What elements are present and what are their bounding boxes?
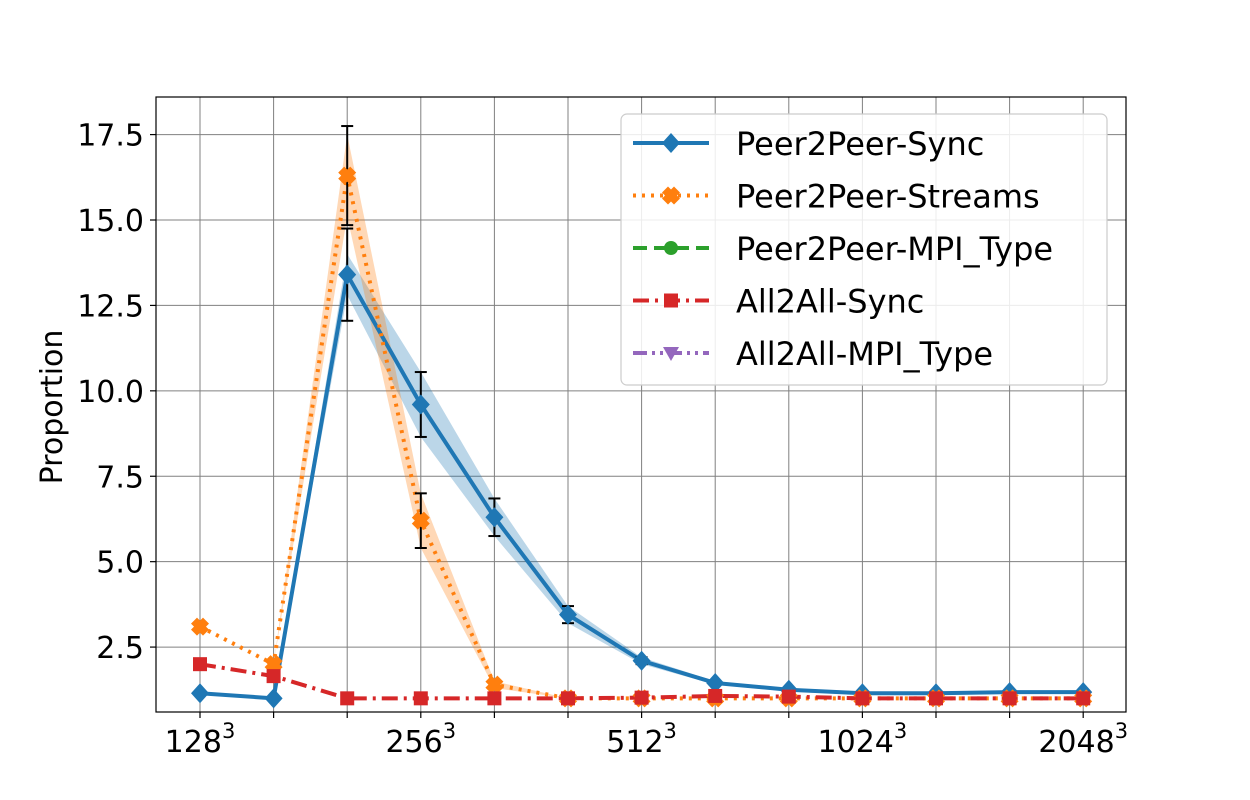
point-peer2peer-sync: [559, 604, 577, 625]
x-tick-label-base: 256: [385, 725, 442, 760]
y-tick-label: 5.0: [96, 546, 144, 581]
legend-label-all2all-sync: All2All-Sync: [736, 283, 924, 321]
point-all2all-sync: [413, 691, 428, 706]
legend-marker-all2all-sync: [664, 293, 678, 308]
point-peer2peer-streams: [191, 617, 209, 636]
x-tick-label-exponent: 3: [443, 719, 456, 743]
y-tick-label: 7.5: [96, 460, 144, 495]
point-peer2peer-sync: [411, 394, 430, 415]
point-peer2peer-streams: [485, 675, 504, 694]
point-peer2peer-streams: [338, 166, 357, 185]
point-peer2peer-sync: [485, 507, 504, 528]
y-tick-label: 17.5: [77, 119, 144, 154]
y-tick-label: 15.0: [77, 204, 144, 239]
point-all2all-sync: [340, 691, 355, 706]
x-tick-label-exponent: 3: [664, 719, 677, 743]
legend: Peer2Peer-Sync Peer2Peer-Streams Peer2Peer…: [620, 113, 1108, 386]
x-tick-label-base: 128: [165, 725, 222, 760]
legend-marker-peer2peer-mpi-type: [664, 241, 678, 255]
point-peer2peer-sync: [338, 264, 357, 285]
point-peer2peer-sync: [264, 688, 283, 709]
x-tick-label: 5123: [606, 719, 677, 760]
y-axis-title: Proportion: [35, 330, 70, 485]
point-all2all-sync: [1002, 691, 1017, 706]
point-peer2peer-streams: [411, 511, 430, 530]
series-markers: [191, 166, 1093, 709]
point-all2all-sync: [708, 688, 723, 703]
x-tick-label-base: 1024: [818, 725, 894, 760]
point-peer2peer-sync: [632, 650, 651, 671]
y-tick-label: 10.0: [77, 375, 144, 410]
x-tick-label-base: 512: [606, 725, 663, 760]
legend-marker-peer2peer-sync: [662, 133, 680, 153]
axis-ticks: 1283 2563 5123 10243 204832.55.07.510.012.51…: [77, 119, 1128, 760]
point-all2all-sync: [1076, 691, 1091, 706]
x-tick-label: 2563: [385, 719, 456, 760]
legend-label-all2all-mpi-type: All2All-MPI_Type: [736, 335, 993, 373]
legend-label-peer2peer-mpi-type: Peer2Peer-MPI_Type: [736, 230, 1053, 268]
point-all2all-sync: [781, 689, 796, 704]
point-peer2peer-sync: [191, 683, 209, 704]
point-all2all-sync: [561, 691, 575, 706]
point-all2all-sync: [855, 691, 870, 706]
x-tick-label-exponent: 3: [894, 719, 907, 743]
x-tick-label: 20483: [1038, 719, 1128, 760]
legend-marker-all2all-mpi-type: [663, 347, 679, 361]
x-tick-label: 10243: [818, 719, 908, 760]
legend-label-peer2peer-sync: Peer2Peer-Sync: [736, 125, 984, 163]
point-all2all-sync: [634, 690, 649, 705]
point-peer2peer-streams: [264, 655, 283, 674]
x-tick-label-base: 2048: [1038, 725, 1114, 760]
x-tick-label-exponent: 3: [222, 719, 235, 743]
y-tick-label: 12.5: [77, 289, 144, 324]
x-tick-label: 1283: [165, 719, 236, 760]
point-all2all-sync: [193, 657, 207, 672]
x-tick-label-exponent: 3: [1115, 719, 1128, 743]
point-peer2peer-sync: [706, 672, 725, 693]
legend-frame: [620, 113, 1108, 386]
legend-marker-peer2peer-streams: [662, 186, 680, 205]
point-all2all-sync: [929, 691, 943, 706]
legend-label-peer2peer-streams: Peer2Peer-Streams: [736, 178, 1040, 216]
point-all2all-sync: [487, 691, 502, 706]
y-tick-label: 2.5: [96, 631, 144, 666]
point-all2all-sync: [266, 669, 281, 684]
